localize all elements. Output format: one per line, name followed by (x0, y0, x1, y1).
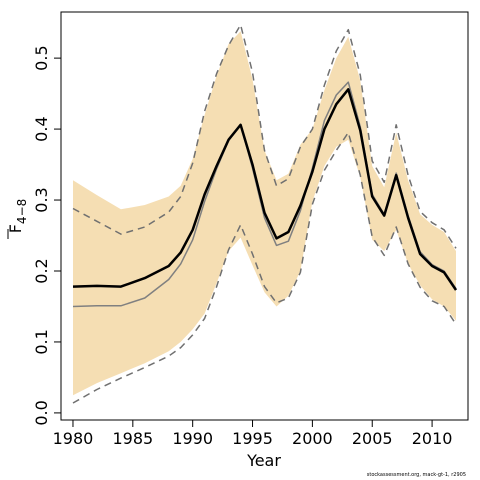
y-tick-label: 0.0 (32, 400, 51, 425)
footer-credit: stockassessment.org, mack-gt-1, r2905 (366, 472, 466, 478)
plot-area (72, 24, 458, 404)
y-tick-label: 0.4 (32, 116, 51, 141)
x-axis-title: Year (246, 451, 281, 470)
series-secondary-lower-line (72, 131, 457, 404)
x-tick-label: 2000 (292, 429, 333, 448)
y-axis-title: F4−8 (6, 199, 29, 239)
series-estimate-line (72, 88, 458, 291)
x-tick-label: 1995 (232, 429, 273, 448)
x-axis: 1980 1985 1990 1995 2000 2005 2010 (53, 420, 453, 448)
series-secondary-upper-line (72, 24, 457, 249)
y-axis-title-main: F (6, 224, 25, 233)
y-tick-label: 0.3 (32, 187, 51, 212)
x-tick-label: 2005 (352, 429, 393, 448)
y-axis: 0.0 0.1 0.2 0.3 0.4 0.5 (32, 45, 61, 426)
plot-frame (60, 11, 469, 421)
x-tick-label: 1990 (172, 429, 213, 448)
svg-text:F4−8: F4−8 (6, 199, 29, 234)
x-tick-label: 1980 (53, 429, 94, 448)
y-tick-label: 0.5 (32, 45, 51, 70)
y-axis-title-subscript: 4−8 (15, 199, 29, 224)
y-tick-label: 0.2 (32, 258, 51, 283)
x-tick-label: 1985 (112, 429, 153, 448)
y-tick-label: 0.1 (32, 329, 51, 354)
x-tick-label: 2010 (412, 429, 453, 448)
